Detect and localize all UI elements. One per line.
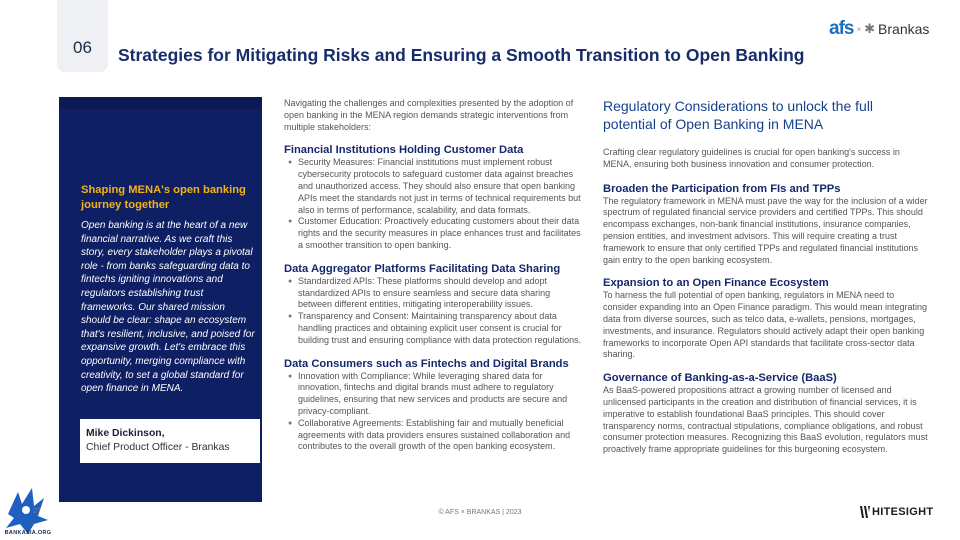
quote-body: Open banking is at the heart of a new fi…: [81, 220, 255, 395]
quote-mark-icon: “: [20, 106, 57, 181]
regulatory-heading: Regulatory Considerations to unlock the …: [603, 98, 874, 132]
section-body-baas: As BaaS-powered propositions attract a g…: [603, 385, 928, 455]
logo-separator: ×: [856, 24, 862, 34]
section-heading-consumers: Data Consumers such as Fintechs and Digi…: [284, 357, 569, 370]
afs-brankas-logo: afs × ✱ Brankas: [829, 18, 929, 40]
section-body-participation: The regulatory framework in MENA must pa…: [603, 195, 928, 265]
brankas-logo-text: Brankas: [878, 21, 930, 37]
section-heading-baas: Governance of Banking-as-a-Service (BaaS…: [603, 372, 837, 385]
page-number-tab: 06: [57, 0, 108, 72]
bullet-list-consumers: Innovation with Compliance: While levera…: [284, 371, 586, 454]
quote-card-accent: [59, 97, 262, 109]
page-title: Strategies for Mitigating Risks and Ensu…: [118, 45, 805, 65]
bullet-item: Transparency and Consent: Maintaining tr…: [288, 311, 586, 346]
bullet-item: Standardized APIs: These platforms shoul…: [288, 276, 586, 311]
bullet-list-aggregator: Standardized APIs: These platforms shoul…: [284, 276, 586, 347]
copyright-footer: © AFS × BRANKAS | 2023: [438, 509, 522, 516]
author-box: Mike Dickinson, Chief Product Officer - …: [80, 419, 260, 463]
section-heading-open-finance: Expansion to an Open Finance Ecosystem: [603, 277, 829, 290]
quote-heading: Shaping MENA's open banking journey toge…: [81, 184, 246, 211]
brankas-flower-icon: ✱: [864, 21, 876, 36]
middle-intro: Navigating the challenges and complexiti…: [284, 98, 574, 132]
section-heading-aggregator: Data Aggregator Platforms Facilitating D…: [284, 262, 561, 275]
whitesight-logo-text: HITESIGHT: [872, 506, 934, 518]
bankasia-mascot-logo: [6, 488, 48, 534]
page-number: 06: [73, 38, 92, 57]
regulatory-intro: Crafting clear regulatory guidelines is …: [603, 147, 900, 169]
author-name: Mike Dickinson,: [86, 428, 165, 439]
section-heading-participation: Broaden the Participation from FIs and T…: [603, 182, 841, 195]
bullet-item: Security Measures: Financial institution…: [288, 157, 586, 216]
bullet-item: Innovation with Compliance: While levera…: [288, 371, 586, 418]
whitesight-w-icon: [860, 506, 870, 518]
bullet-item: Collaborative Agreements: Establishing f…: [288, 418, 586, 453]
bankasia-logo-text: BANKASIA.ORG: [4, 530, 52, 536]
author-role: Chief Product Officer - Brankas: [86, 442, 230, 453]
whitesight-logo: HITESIGHT: [860, 506, 933, 518]
bullet-list-fi: Security Measures: Financial institution…: [284, 157, 586, 251]
right-column: Regulatory Considerations to unlock the …: [603, 97, 929, 456]
middle-column: Navigating the challenges and complexiti…: [284, 98, 586, 453]
section-body-open-finance: To harness the full potential of open ba…: [603, 290, 928, 360]
afs-logo-text: afs: [829, 18, 854, 39]
bullet-item: Customer Education: Proactively educatin…: [288, 216, 586, 251]
small-page-number: 27: [33, 508, 41, 515]
section-heading-fi: Financial Institutions Holding Customer …: [284, 144, 524, 157]
